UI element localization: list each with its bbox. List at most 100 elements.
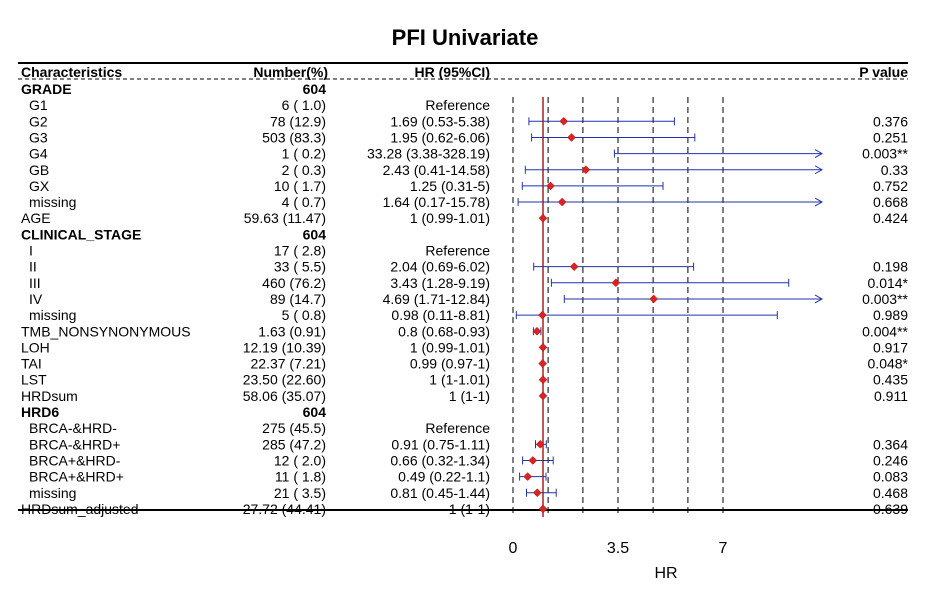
row-hr: 1 (1-1) — [449, 501, 490, 517]
hr-point — [538, 504, 548, 514]
row-label: III — [29, 275, 41, 291]
row-label: AGE — [21, 210, 51, 226]
row-pvalue: 0.424 — [873, 210, 908, 226]
row-label: LOH — [21, 339, 50, 355]
row-number: 58.06 (35.07) — [243, 388, 326, 404]
header-number: Number(%) — [253, 64, 328, 80]
hr-point — [649, 294, 659, 304]
row-number: 89 (14.7) — [270, 291, 326, 307]
row-pvalue: 0.668 — [873, 194, 908, 210]
hr-point — [538, 213, 548, 223]
row-number: 17 ( 2.8) — [274, 243, 326, 259]
row-label: missing — [29, 485, 76, 501]
row-hr: 1 (0.99-1.01) — [410, 339, 490, 355]
row-number: 12.19 (10.39) — [243, 339, 326, 355]
ci-arrow — [814, 165, 824, 175]
table-rows: GRADE 604 G1 6 ( 1.0) Reference G2 78 (12.9) 1.… — [21, 81, 909, 517]
row-hr: 0.98 (0.11-8.81) — [391, 307, 490, 323]
ci-arrow — [814, 294, 824, 304]
row-pvalue: 0.435 — [873, 372, 908, 388]
row-label: HRD6 — [21, 404, 59, 420]
row-number: 1.63 (0.91) — [258, 323, 326, 339]
row-number: 5 ( 0.8) — [282, 307, 326, 323]
row-hr: 2.04 (0.69-6.02) — [390, 259, 490, 275]
row-pvalue: 0.198 — [873, 259, 908, 275]
ci-arrow — [814, 197, 824, 207]
row-label: CLINICAL_STAGE — [21, 226, 141, 242]
hr-point — [559, 116, 569, 126]
row-pvalue: 0.33 — [881, 162, 908, 178]
row-label: BRCA-&HRD+ — [29, 436, 120, 452]
hr-point — [532, 326, 542, 336]
row-hr: 1 (1-1.01) — [429, 372, 490, 388]
row-label: II — [29, 259, 37, 275]
header-hr: HR (95%CI) — [415, 64, 490, 80]
row-label: BRCA-&HRD- — [29, 420, 117, 436]
header-p: P value — [859, 64, 908, 80]
row-number: 22.37 (7.21) — [251, 356, 327, 372]
row-label: GB — [29, 162, 49, 178]
row-label: G4 — [29, 146, 48, 162]
row-pvalue: 0.989 — [873, 307, 908, 323]
x-axis-label: HR — [654, 565, 677, 582]
x-tick-label: 7 — [719, 540, 728, 557]
row-number: 27.72 (44.41) — [243, 501, 326, 517]
row-hr: Reference — [425, 97, 490, 113]
row-hr: 4.69 (1.71-12.84) — [383, 291, 490, 307]
row-pvalue: 0.468 — [873, 485, 908, 501]
row-hr: 0.49 (0.22-1.1) — [398, 469, 490, 485]
row-pvalue: 0.003** — [862, 291, 908, 307]
row-label: I — [29, 243, 33, 259]
row-pvalue: 0.917 — [873, 339, 908, 355]
chart-title: PFI Univariate — [392, 25, 539, 50]
row-hr: 0.91 (0.75-1.11) — [391, 436, 490, 452]
row-label: BRCA+&HRD+ — [29, 469, 124, 485]
ci-arrow — [814, 149, 824, 159]
row-pvalue: 0.752 — [873, 178, 908, 194]
row-label: missing — [29, 307, 76, 323]
row-label: HRDsum — [21, 388, 78, 404]
row-label: GRADE — [21, 81, 72, 97]
row-pvalue: 0.364 — [873, 436, 908, 452]
hr-point — [523, 472, 533, 481]
row-number: 78 (12.9) — [270, 113, 326, 129]
row-hr: 0.99 (0.97-1) — [410, 356, 490, 372]
row-pvalue: 0.048* — [868, 356, 909, 372]
row-number: 503 (83.3) — [262, 129, 326, 145]
row-number: 604 — [303, 81, 327, 97]
hr-point — [535, 439, 545, 449]
row-number: 11 ( 1.8) — [275, 469, 326, 485]
row-label: GX — [29, 178, 50, 194]
grid-lines — [512, 97, 724, 517]
row-pvalue: 0.003** — [862, 146, 908, 162]
hr-point — [532, 488, 542, 498]
row-pvalue: 0.376 — [873, 113, 908, 129]
row-pvalue: 0.083 — [873, 469, 908, 485]
row-number: 21 ( 3.5) — [274, 485, 326, 501]
x-axis: 0 3.5 7 — [509, 540, 728, 557]
row-hr: 1 (1-1) — [449, 388, 490, 404]
hr-point — [538, 375, 548, 385]
row-hr: 1.95 (0.62-6.06) — [390, 129, 490, 145]
row-hr: 1 (0.99-1.01) — [410, 210, 490, 226]
hr-point — [557, 197, 567, 207]
row-number: 59.63 (11.47) — [244, 210, 326, 226]
row-hr: 33.28 (3.38-328.19) — [367, 146, 490, 162]
x-tick-label: 0 — [509, 540, 518, 557]
forest-marks — [515, 116, 824, 514]
row-pvalue: 0.251 — [873, 129, 908, 145]
row-hr: 0.81 (0.45-1.44) — [390, 485, 490, 501]
x-tick-label: 3.5 — [607, 540, 629, 557]
row-pvalue: 0.004** — [862, 323, 908, 339]
row-label: HRDsum_adjusted — [21, 501, 139, 517]
row-hr: Reference — [425, 420, 490, 436]
row-label: BRCA+&HRD- — [29, 452, 121, 468]
row-number: 12 ( 2.0) — [274, 452, 326, 468]
row-label: TMB_NONSYNONYMOUS — [21, 323, 191, 339]
row-number: 275 (45.5) — [262, 420, 326, 436]
row-pvalue: 0.014* — [868, 275, 909, 291]
row-pvalue: 0.246 — [873, 452, 908, 468]
row-number: 604 — [303, 404, 327, 420]
row-number: 6 ( 1.0) — [282, 97, 326, 113]
